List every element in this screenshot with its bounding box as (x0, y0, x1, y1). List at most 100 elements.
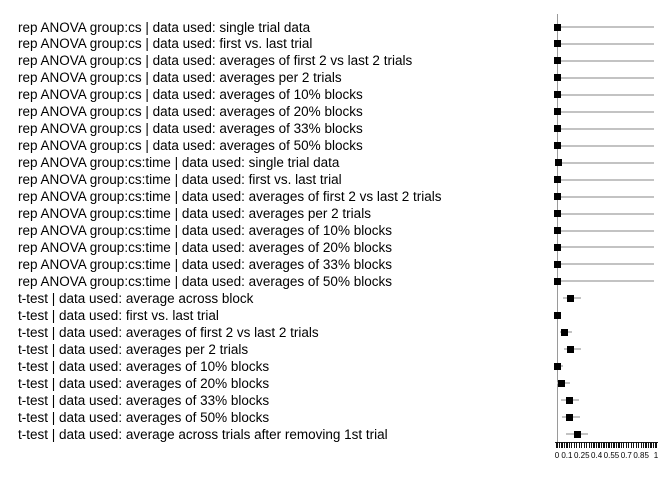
x-axis-minor-tick (561, 442, 563, 448)
x-axis-minor-tick (640, 442, 642, 448)
x-axis-minor-tick (566, 442, 568, 448)
x-axis-minor-tick (615, 442, 618, 448)
point-marker (553, 91, 561, 99)
x-axis-minor-tick (610, 442, 613, 448)
x-axis-minor-tick (650, 442, 652, 448)
x-axis-minor-tick (603, 442, 605, 448)
x-axis-minor-tick (576, 442, 578, 448)
x-axis-minor-tick (630, 442, 632, 448)
point-marker (555, 159, 563, 167)
point-marker (553, 260, 561, 268)
x-axis-tick-label: 0.7 (620, 451, 632, 460)
point-marker (553, 243, 561, 251)
point-marker (553, 193, 561, 201)
x-axis-minor-tick (568, 442, 571, 448)
point-marker (566, 396, 574, 404)
point-marker (553, 57, 561, 65)
point-marker (574, 430, 582, 438)
x-axis-minor-tick (628, 442, 630, 448)
error-bar (557, 59, 655, 62)
row-label: rep ANOVA group:cs | data used: averages… (18, 53, 413, 69)
error-bar (557, 76, 655, 79)
error-bar (557, 42, 655, 45)
error-bar (557, 229, 655, 232)
row-label: rep ANOVA group:cs:time | data used: ave… (18, 239, 392, 255)
row-label: t-test | data used: averages of first 2 … (18, 324, 319, 340)
point-marker (566, 345, 574, 353)
x-axis-minor-tick (623, 442, 625, 448)
x-axis-minor-tick (638, 442, 640, 448)
x-axis-minor-tick (563, 442, 566, 448)
x-axis-tick-label: 0.25 (573, 451, 590, 460)
point-marker (558, 379, 566, 387)
x-axis-minor-tick (586, 442, 588, 448)
point-marker (553, 108, 561, 116)
point-marker (553, 362, 561, 370)
row-label: t-test | data used: averages of 33% bloc… (18, 392, 270, 408)
x-axis-minor-tick (578, 442, 580, 448)
row-label: rep ANOVA group:cs:time | data used: ave… (18, 223, 392, 239)
error-bar (557, 144, 655, 147)
point-marker (553, 40, 561, 48)
x-axis-minor-tick (558, 442, 561, 448)
row-label: rep ANOVA group:cs:time | data used: sin… (18, 155, 340, 171)
x-axis-minor-tick (573, 442, 575, 448)
x-axis-tick-label: 0 (554, 451, 560, 460)
point-marker (561, 328, 569, 336)
row-label: rep ANOVA group:cs | data used: averages… (18, 70, 342, 86)
x-axis-tick-label: 0.85 (633, 451, 649, 460)
point-marker (553, 311, 561, 319)
x-axis-minor-tick (598, 442, 600, 448)
x-axis-minor-tick (556, 442, 558, 448)
error-bar (557, 127, 655, 130)
row-label: rep ANOVA group:cs:time | data used: ave… (18, 273, 392, 289)
x-axis-minor-tick (642, 442, 645, 448)
x-axis-minor-tick (635, 442, 637, 448)
x-axis-minor-tick (655, 442, 657, 448)
x-axis-minor-tick (633, 442, 635, 448)
x-axis-minor-tick (583, 442, 585, 448)
row-label: t-test | data used: averages of 50% bloc… (18, 409, 270, 425)
point-marker (553, 277, 561, 285)
row-label: rep ANOVA group:cs | data used: averages… (18, 87, 363, 103)
point-marker (553, 227, 561, 235)
point-marker (553, 125, 561, 133)
error-bar (557, 161, 655, 164)
x-axis-minor-tick (588, 442, 590, 448)
x-axis-minor-tick (591, 442, 593, 448)
x-axis-tick-label: 1 (653, 451, 659, 460)
error-bar (557, 110, 655, 113)
point-marker (554, 210, 562, 218)
error-bar (557, 246, 655, 249)
x-axis-tick-label: 0.4 (591, 451, 603, 460)
x-axis-minor-tick (618, 442, 620, 448)
row-label: t-test | data used: averages per 2 trial… (18, 341, 249, 357)
row-label: t-test | data used: average across trial… (18, 426, 388, 442)
error-bar (557, 263, 655, 266)
row-label: t-test | data used: first vs. last trial (18, 307, 219, 323)
row-label: rep ANOVA group:cs | data used: first vs… (18, 36, 313, 52)
error-bar (557, 212, 655, 215)
row-label: rep ANOVA group:cs:time | data used: ave… (18, 256, 392, 272)
x-axis-minor-tick (581, 442, 583, 448)
x-axis-minor-tick (647, 442, 650, 448)
row-label: t-test | data used: average across block (18, 290, 254, 306)
row-label: t-test | data used: averages of 10% bloc… (18, 358, 270, 374)
row-label: rep ANOVA group:cs:time | data used: ave… (18, 206, 371, 222)
x-axis-minor-tick (620, 442, 622, 448)
error-bar (557, 195, 655, 198)
row-label: rep ANOVA group:cs | data used: averages… (18, 121, 363, 137)
row-label: t-test | data used: averages of 20% bloc… (18, 375, 270, 391)
error-bar (557, 26, 655, 28)
x-axis-minor-tick (613, 442, 615, 448)
x-axis-minor-tick (625, 442, 627, 448)
x-axis-tick-label: 0.1 (561, 451, 573, 460)
row-label: rep ANOVA group:cs | data used: single t… (18, 19, 311, 35)
row-label: rep ANOVA group:cs:time | data used: fir… (18, 172, 342, 188)
row-label: rep ANOVA group:cs | data used: averages… (18, 138, 363, 154)
x-axis-tick-label: 0.55 (603, 451, 620, 460)
error-bar (557, 178, 655, 181)
x-axis-minor-tick (571, 442, 573, 448)
point-marker (567, 294, 575, 302)
